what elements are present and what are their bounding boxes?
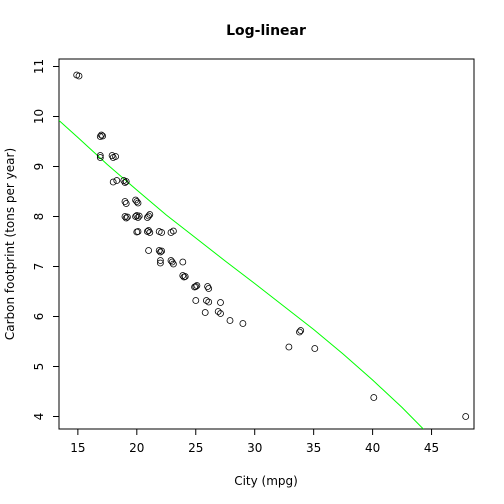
y-tick-label: 5 (32, 363, 46, 371)
data-point (169, 227, 177, 235)
data-point (121, 198, 129, 205)
data-point (96, 154, 104, 161)
data-point (158, 247, 166, 255)
data-point (167, 257, 175, 264)
data-point (217, 310, 224, 317)
data-point (113, 177, 121, 184)
chart-title: Log-linear (226, 23, 306, 39)
data-point (124, 213, 131, 221)
y-tick-label: 10 (32, 109, 46, 124)
data-point (296, 328, 303, 336)
y-tick-label: 4 (32, 413, 46, 421)
data-point (145, 247, 153, 254)
y-tick-label: 7 (32, 263, 46, 271)
data-point (158, 229, 166, 236)
data-point (122, 200, 130, 207)
data-point (193, 282, 201, 289)
data-point (145, 212, 153, 220)
x-tick-label: 15 (70, 441, 85, 455)
data-point (239, 320, 247, 327)
data-point (112, 153, 119, 160)
y-tick-label: 8 (32, 213, 46, 221)
x-tick-label: 45 (424, 441, 439, 455)
data-point (156, 257, 164, 264)
data-point (217, 299, 224, 306)
data-point (201, 309, 209, 316)
points-layer (73, 71, 470, 420)
data-point (135, 212, 143, 220)
plot-frame (58, 58, 475, 430)
data-point (370, 394, 378, 401)
data-point (145, 227, 153, 234)
data-point (122, 178, 130, 185)
data-point (192, 297, 200, 304)
y-tick-label: 9 (32, 163, 46, 171)
data-point (205, 298, 213, 306)
data-point (134, 214, 142, 221)
data-point (226, 317, 234, 324)
data-point (192, 283, 200, 290)
data-point (156, 248, 164, 256)
y-tick-label: 6 (32, 313, 46, 321)
y-axis-label: Carbon footprint (tons per year) (3, 148, 17, 340)
x-tick-label: 30 (247, 441, 262, 455)
x-tick-label: 40 (365, 441, 380, 455)
data-point (133, 212, 141, 219)
data-point (297, 327, 305, 334)
x-tick-label: 25 (188, 441, 203, 455)
y-axis: 4 5 6 7 8 9 10 11 (32, 59, 59, 420)
x-tick-label: 35 (306, 441, 321, 455)
data-point (134, 228, 142, 235)
x-tick-label: 20 (129, 441, 144, 455)
data-point (169, 260, 177, 268)
data-point (155, 247, 163, 254)
data-point (181, 273, 189, 280)
data-point (98, 131, 105, 139)
data-point (168, 258, 176, 266)
data-point (99, 132, 106, 140)
plot-area (59, 71, 470, 429)
data-point (311, 345, 319, 352)
data-point (121, 213, 129, 220)
data-point (156, 259, 164, 267)
data-point (214, 308, 222, 315)
data-point (121, 179, 129, 186)
data-point (122, 214, 130, 222)
fit-line (59, 120, 424, 429)
data-point (109, 178, 117, 186)
data-point (179, 258, 187, 266)
data-point (96, 152, 104, 159)
data-point (133, 198, 141, 205)
x-axis-label: City (mpg) (234, 474, 298, 488)
y-tick-label: 11 (32, 59, 46, 74)
data-point (75, 72, 83, 80)
data-point (205, 285, 213, 292)
data-point (285, 343, 293, 351)
x-axis: 15 20 25 30 35 40 45 (70, 429, 439, 455)
data-point (462, 413, 470, 420)
data-point (134, 199, 142, 207)
data-point (146, 211, 154, 218)
data-point (146, 229, 154, 236)
